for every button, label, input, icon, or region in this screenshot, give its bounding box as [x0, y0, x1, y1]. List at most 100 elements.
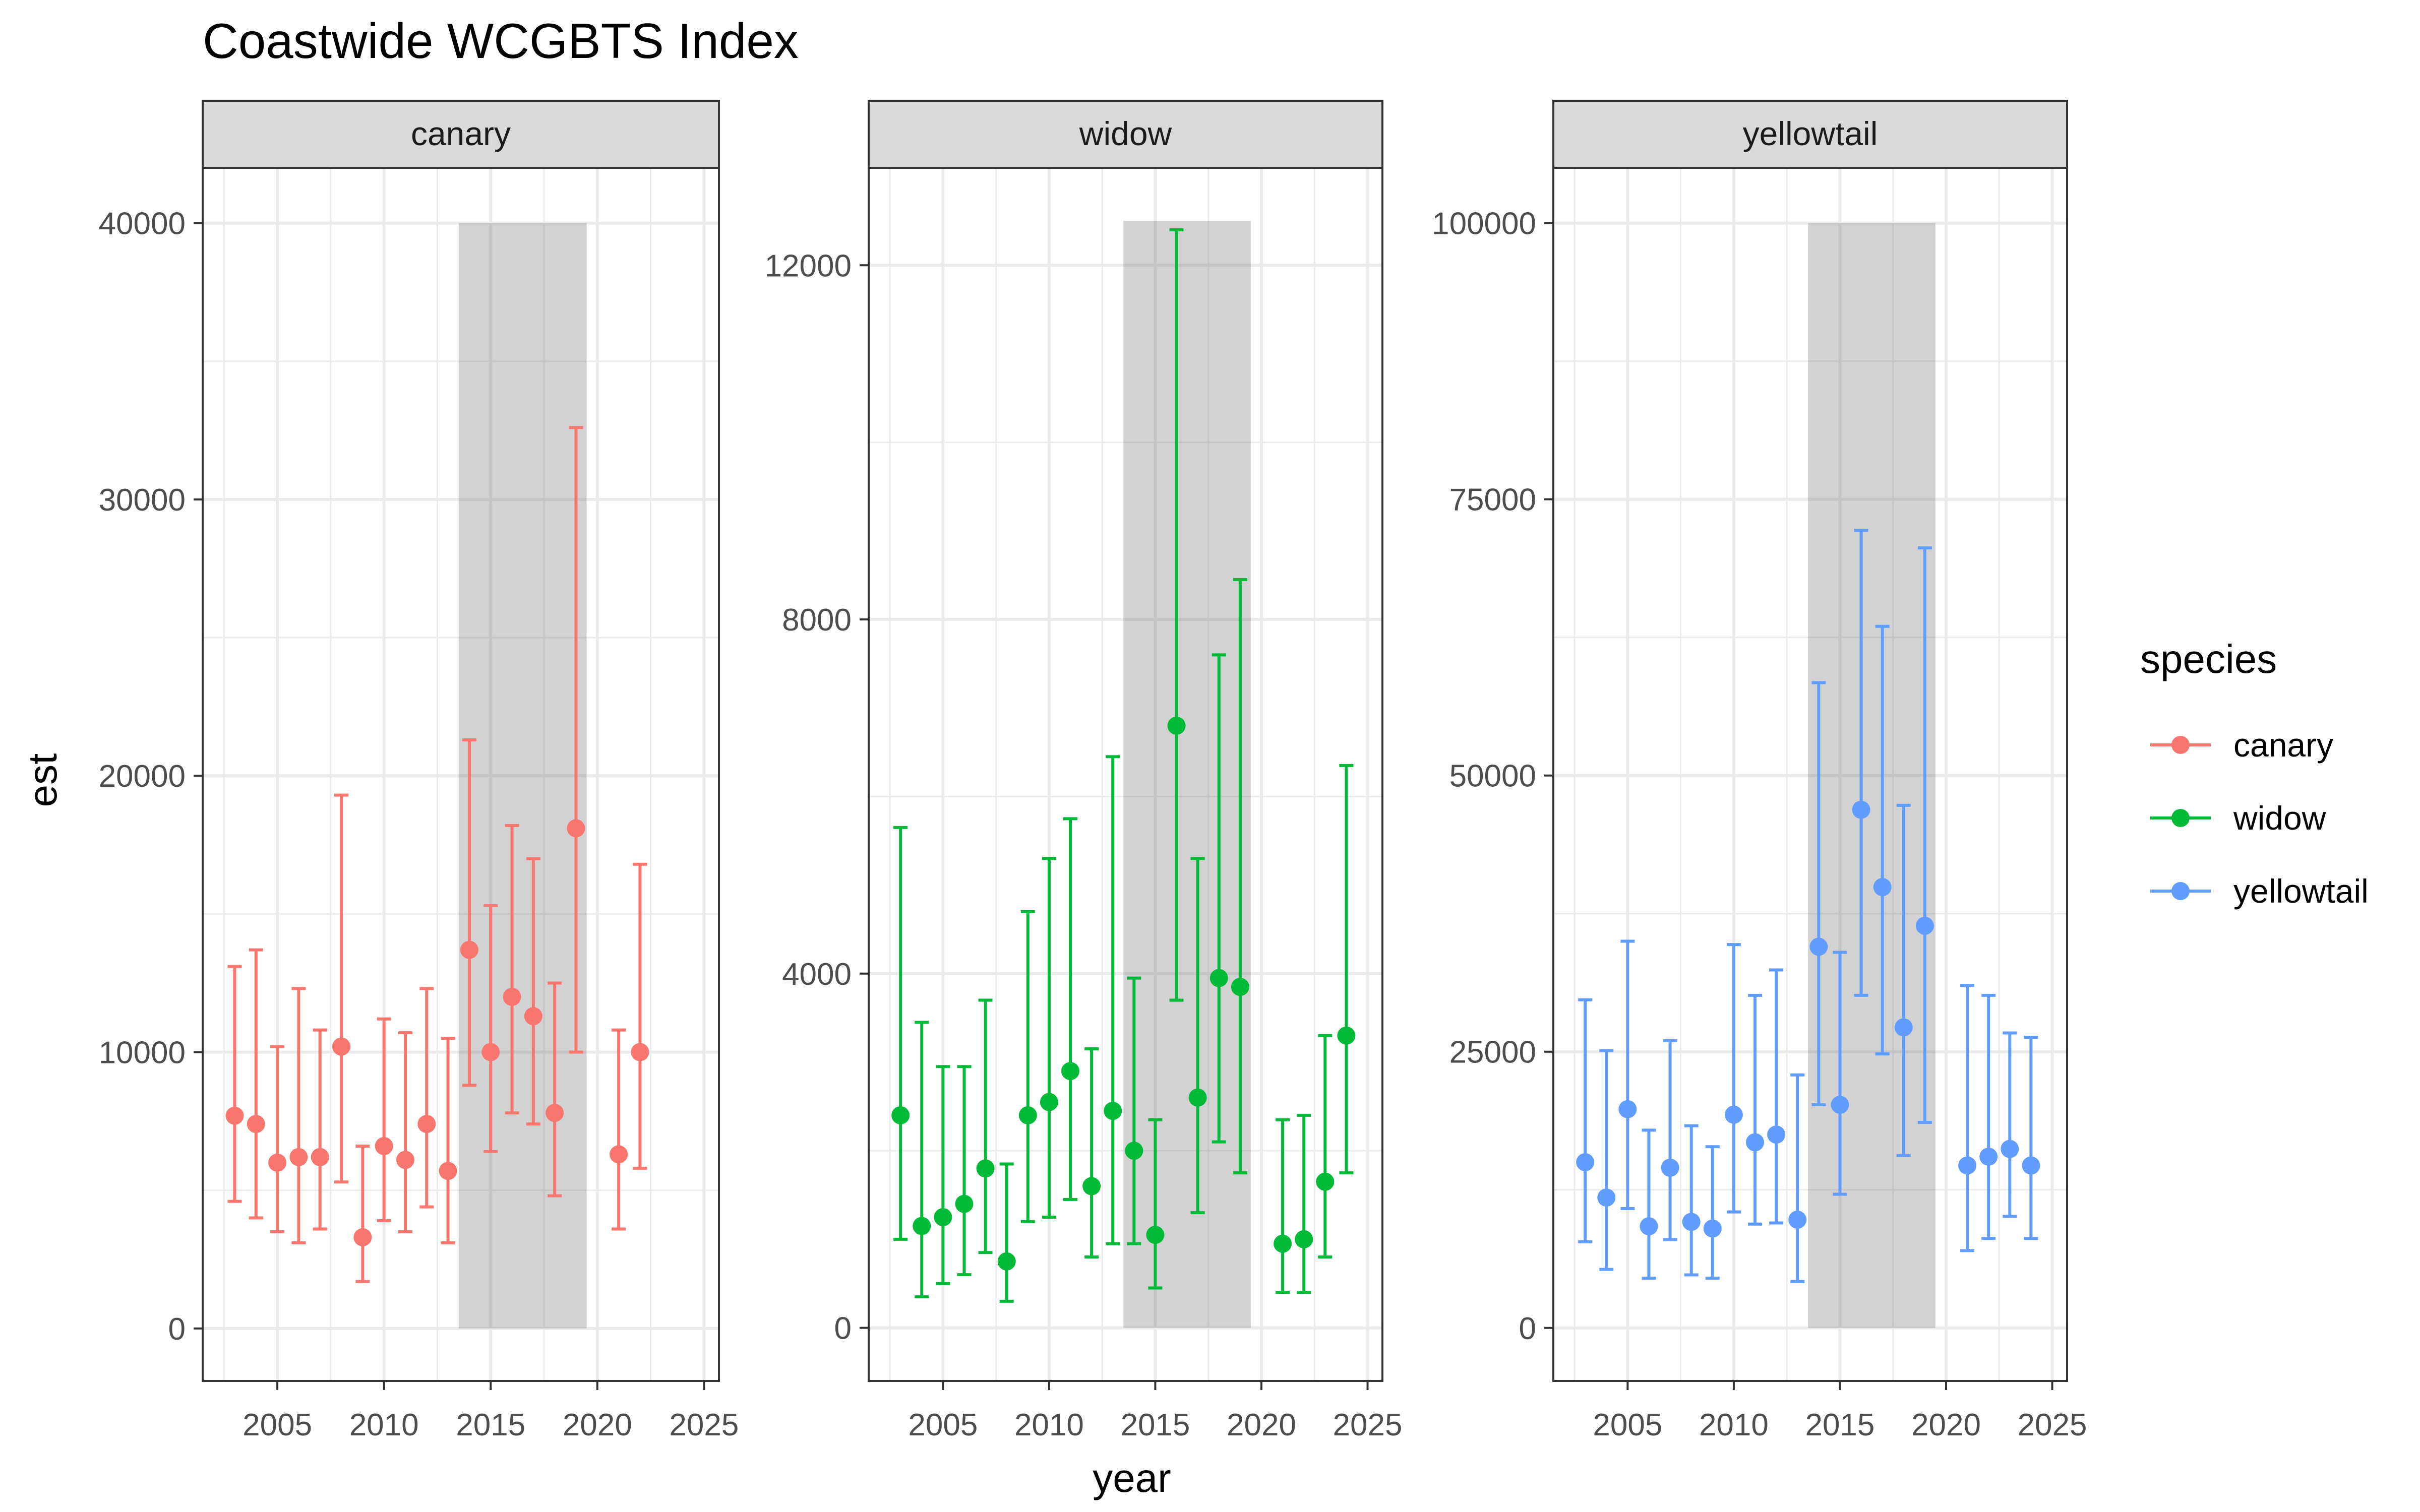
y-tick-label: 12000 — [765, 248, 852, 283]
point-yellowtail-2015 — [1831, 1095, 1849, 1114]
x-tick-label: 2010 — [1014, 1408, 1084, 1442]
errorbar-canary-2006 — [291, 987, 306, 1244]
point-widow-2022 — [1295, 1230, 1313, 1248]
legend-item-yellowtail: yellowtail — [2150, 872, 2369, 910]
point-widow-2024 — [1337, 1026, 1356, 1045]
strip-label-canary: canary — [411, 115, 511, 152]
point-yellowtail-2004 — [1597, 1188, 1616, 1207]
errorbar-widow-2009 — [1020, 910, 1035, 1223]
point-widow-2003 — [891, 1106, 910, 1124]
point-widow-2005 — [934, 1208, 952, 1226]
point-widow-2017 — [1188, 1088, 1207, 1107]
legend-key-point — [2171, 809, 2190, 827]
errorbar-yellowtail-2021 — [1960, 984, 1975, 1252]
y-tick-label: 75000 — [1449, 483, 1536, 518]
x-tick-label: 2025 — [2018, 1408, 2087, 1442]
errorbar-widow-2024 — [1339, 764, 1354, 1175]
point-yellowtail-2007 — [1661, 1158, 1679, 1177]
point-canary-2012 — [417, 1115, 436, 1133]
point-yellowtail-2012 — [1767, 1125, 1786, 1144]
x-tick-label: 2025 — [1333, 1408, 1403, 1442]
legend-key-point — [2171, 736, 2190, 754]
strip-background — [1552, 100, 2068, 169]
errorbar-canary-2015 — [483, 904, 498, 1153]
point-yellowtail-2014 — [1809, 937, 1828, 956]
point-yellowtail-2024 — [2022, 1156, 2040, 1175]
legend-key-point — [2171, 882, 2190, 900]
errorbar-widow-2007 — [978, 998, 993, 1254]
errorbar-canary-2018 — [548, 981, 562, 1198]
point-canary-2021 — [610, 1145, 628, 1164]
errorbar-widow-2008 — [999, 1162, 1014, 1303]
point-widow-2023 — [1316, 1172, 1335, 1191]
x-tick-label: 2015 — [1805, 1408, 1874, 1442]
point-widow-2008 — [997, 1252, 1016, 1271]
point-widow-2018 — [1209, 969, 1228, 987]
point-canary-2006 — [289, 1148, 308, 1166]
errorbar-yellowtail-2004 — [1599, 1049, 1614, 1271]
errorbar-yellowtail-2005 — [1620, 939, 1635, 1211]
point-canary-2003 — [225, 1106, 244, 1125]
y-tick-label: 4000 — [782, 957, 852, 992]
errorbar-canary-2003 — [227, 965, 242, 1203]
point-widow-2021 — [1274, 1234, 1292, 1253]
x-tick-label: 2005 — [243, 1408, 312, 1442]
errorbar-yellowtail-2014 — [1811, 681, 1826, 1106]
point-canary-2005 — [268, 1153, 287, 1172]
y-tick-label: 40000 — [99, 207, 186, 241]
errorbar-yellowtail-2013 — [1790, 1073, 1805, 1283]
shaded-period-rect — [458, 223, 587, 1329]
errorbar-widow-2006 — [957, 1065, 972, 1277]
errorbar-yellowtail-2010 — [1726, 943, 1741, 1214]
errorbar-widow-2015 — [1148, 1118, 1163, 1290]
errorbar-widow-2010 — [1042, 857, 1056, 1219]
errorbar-yellowtail-2022 — [1981, 993, 1996, 1240]
strip-background — [202, 100, 720, 169]
legend: species canary widow yellowtail — [2140, 637, 2369, 910]
errorbar-widow-2012 — [1084, 1047, 1099, 1259]
strip-label-yellowtail: yellowtail — [1743, 115, 1878, 152]
errorbar-canary-2019 — [569, 426, 583, 1054]
errorbar-yellowtail-2016 — [1854, 529, 1868, 997]
point-widow-2004 — [913, 1217, 931, 1235]
y-tick-label: 10000 — [99, 1036, 186, 1070]
errorbar-yellowtail-2008 — [1684, 1124, 1699, 1277]
errorbar-canary-2009 — [355, 1144, 370, 1283]
legend-label-widow: widow — [2233, 799, 2326, 837]
x-tick-label: 2020 — [563, 1408, 632, 1442]
point-yellowtail-2009 — [1703, 1219, 1722, 1238]
point-canary-2022 — [631, 1043, 649, 1061]
errorbar-widow-2022 — [1297, 1113, 1311, 1294]
x-tick-label: 2015 — [456, 1408, 525, 1442]
errorbar-widow-2019 — [1233, 578, 1247, 1175]
y-tick-label: 8000 — [782, 603, 852, 638]
point-widow-2012 — [1082, 1177, 1101, 1195]
errorbar-canary-2010 — [377, 1017, 391, 1222]
legend-title: species — [2140, 637, 2277, 681]
point-canary-2013 — [439, 1162, 457, 1180]
x-tick-label: 2025 — [669, 1408, 739, 1442]
errorbar-yellowtail-2023 — [2003, 1031, 2017, 1218]
x-tick-label: 2005 — [1593, 1408, 1662, 1442]
errorbar-yellowtail-2018 — [1896, 803, 1911, 1157]
errorbar-widow-2018 — [1212, 653, 1226, 1144]
errorbar-canary-2008 — [334, 793, 349, 1184]
point-widow-2006 — [955, 1194, 974, 1213]
point-widow-2016 — [1167, 716, 1186, 735]
point-canary-2016 — [503, 987, 521, 1006]
point-yellowtail-2022 — [1979, 1147, 1998, 1166]
legend-item-canary: canary — [2150, 726, 2333, 764]
errorbar-canary-2021 — [612, 1028, 626, 1231]
point-yellowtail-2006 — [1640, 1217, 1658, 1236]
errorbar-canary-2013 — [441, 1037, 455, 1244]
errorbar-yellowtail-2012 — [1769, 968, 1784, 1225]
errorbar-canary-2007 — [313, 1028, 327, 1231]
x-tick-label: 2020 — [1227, 1408, 1296, 1442]
errorbar-widow-2005 — [936, 1065, 950, 1285]
errorbar-yellowtail-2007 — [1663, 1039, 1677, 1241]
errorbar-widow-2011 — [1063, 817, 1078, 1201]
point-yellowtail-2008 — [1682, 1213, 1701, 1231]
point-canary-2019 — [567, 819, 585, 838]
errorbar-widow-2023 — [1318, 1034, 1333, 1259]
